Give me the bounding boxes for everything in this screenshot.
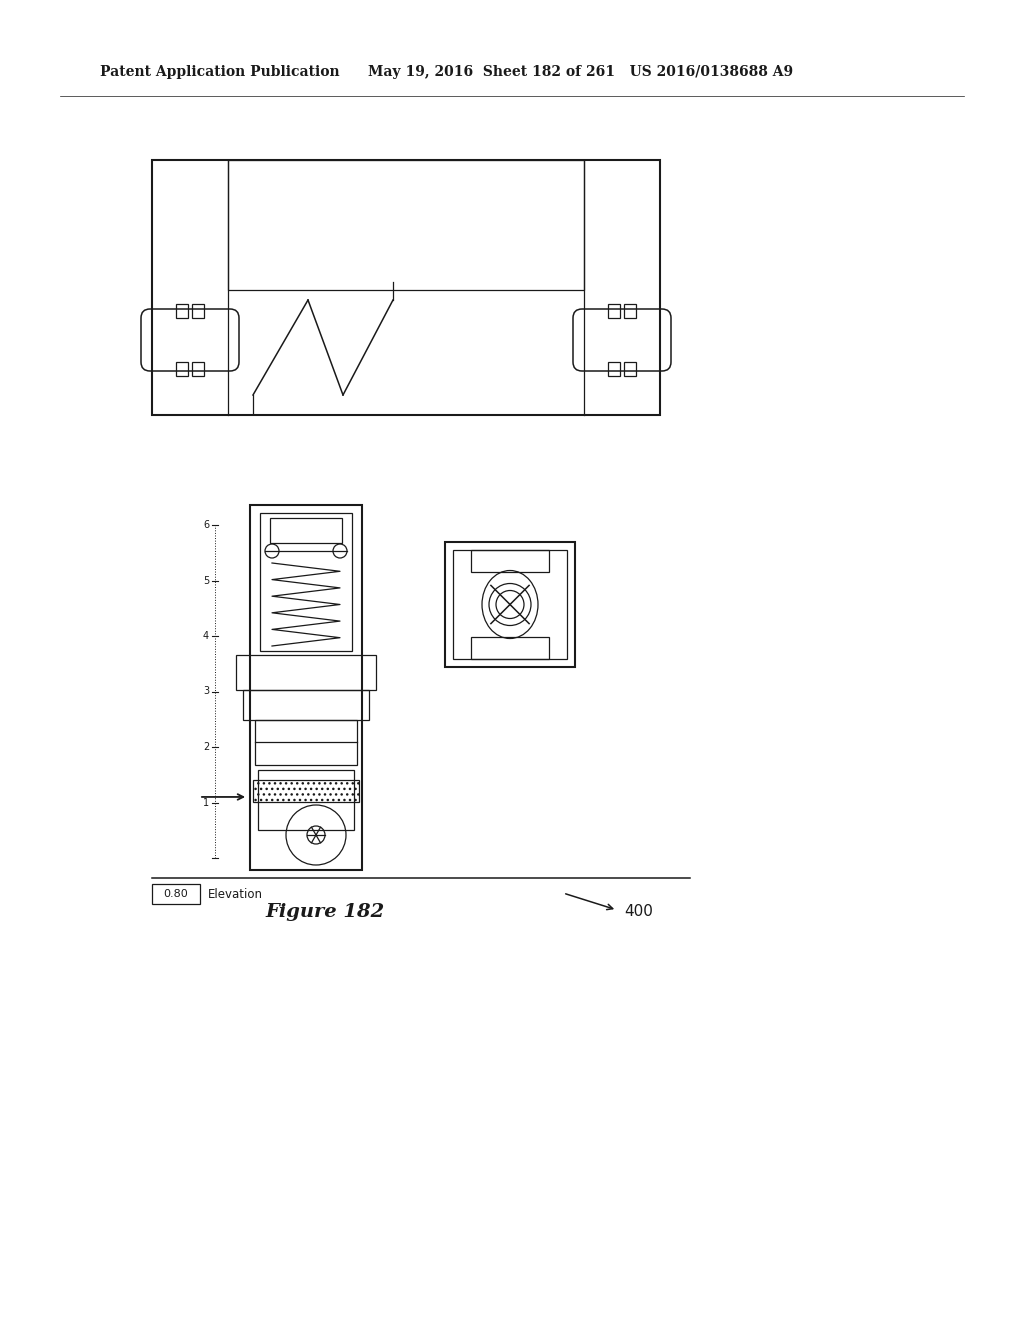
Text: 400: 400 [624, 904, 653, 920]
Bar [253, 780, 359, 803]
Bar [471, 550, 549, 572]
Bar [176, 304, 188, 318]
Bar [255, 719, 357, 766]
Bar [152, 160, 660, 414]
Bar [228, 160, 584, 290]
Bar [471, 638, 549, 659]
Text: 4: 4 [203, 631, 209, 642]
Text: May 19, 2016  Sheet 182 of 261   US 2016/0138688 A9: May 19, 2016 Sheet 182 of 261 US 2016/01… [368, 65, 794, 79]
Text: 5: 5 [203, 576, 209, 586]
Bar [270, 517, 342, 543]
Bar [236, 655, 376, 690]
Text: 2: 2 [203, 742, 209, 752]
Bar [243, 690, 369, 719]
Bar [624, 304, 636, 318]
Bar [608, 304, 620, 318]
Bar [176, 362, 188, 376]
Bar [250, 506, 362, 870]
Text: Elevation: Elevation [208, 887, 263, 900]
Bar [608, 362, 620, 376]
Bar [445, 543, 575, 667]
Text: 1: 1 [203, 797, 209, 808]
Bar [193, 362, 204, 376]
Text: 3: 3 [203, 686, 209, 697]
Bar [193, 304, 204, 318]
Bar [152, 884, 200, 904]
Bar [258, 770, 354, 830]
Text: 0.80: 0.80 [164, 888, 188, 899]
Bar [260, 513, 352, 651]
Bar [453, 550, 567, 659]
Text: Figure 182: Figure 182 [265, 903, 385, 921]
Text: 6: 6 [203, 520, 209, 531]
Text: Patent Application Publication: Patent Application Publication [100, 65, 340, 79]
Bar [624, 362, 636, 376]
